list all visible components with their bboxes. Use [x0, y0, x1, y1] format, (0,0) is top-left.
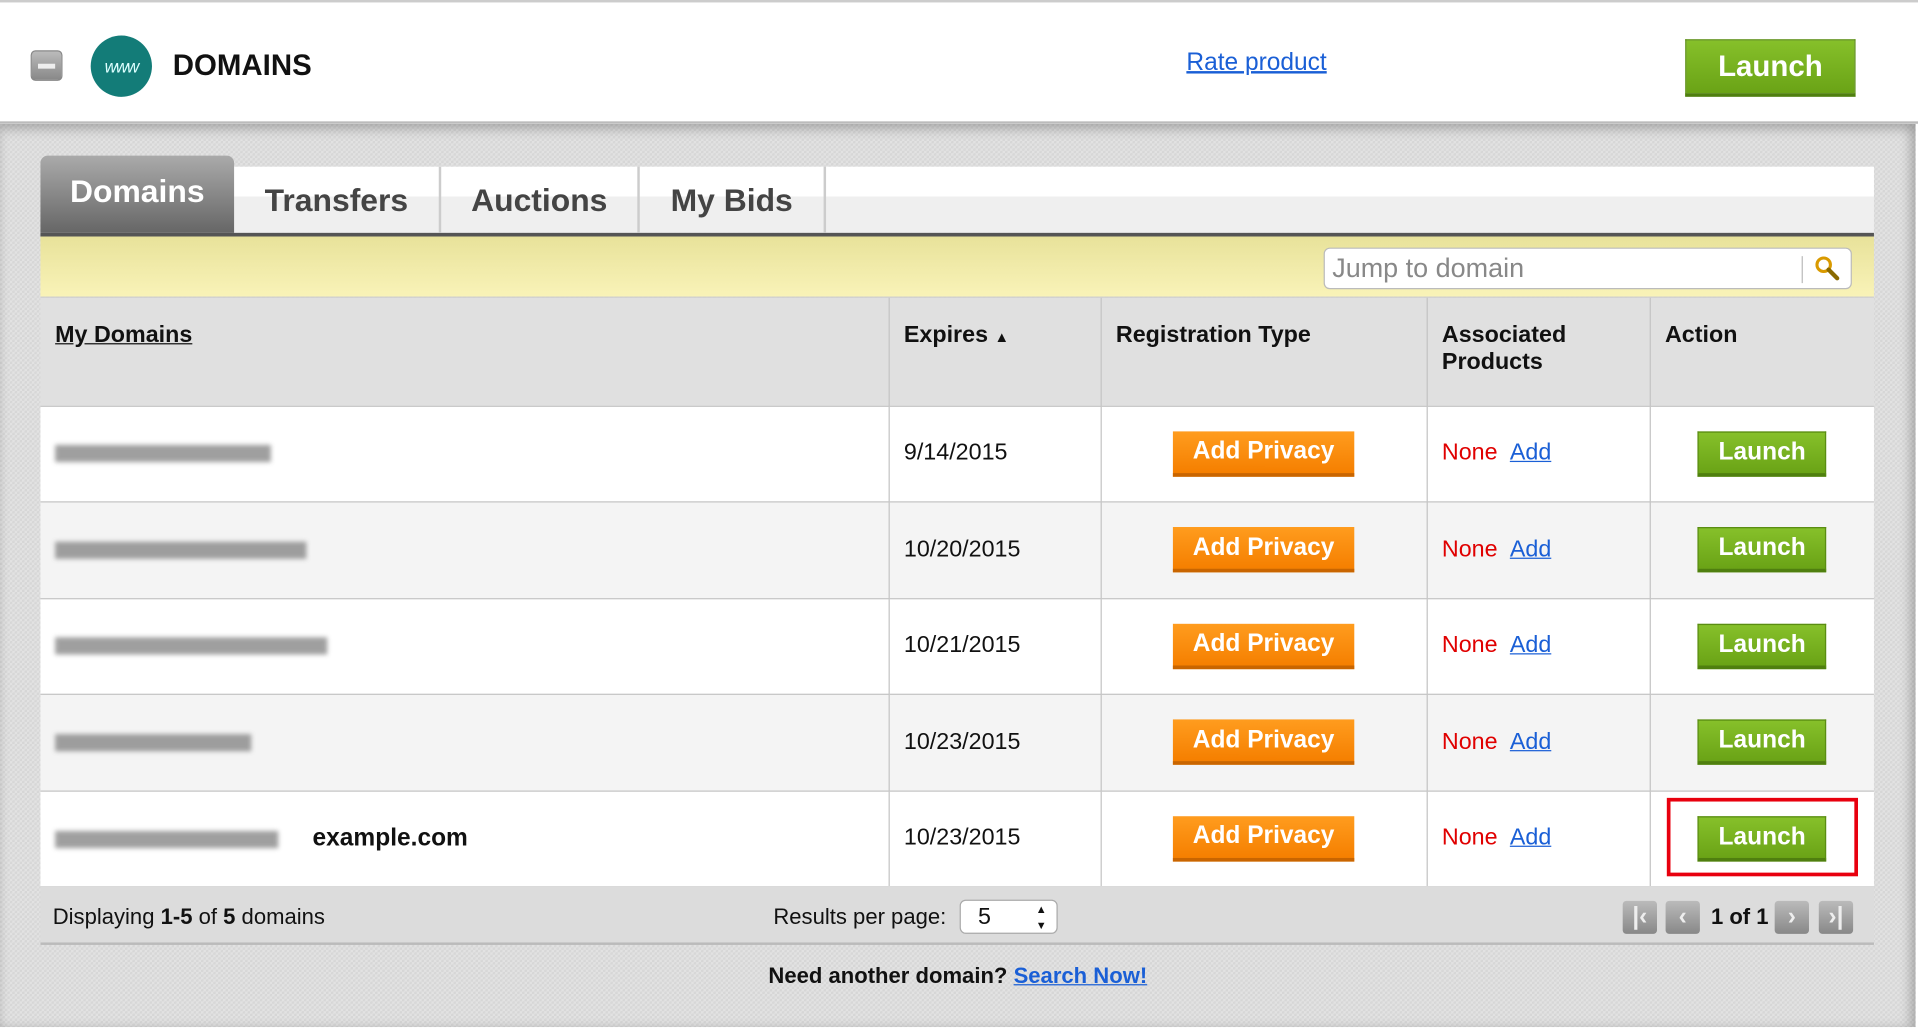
table-row: 10/21/2015 Add Privacy None Add Launch	[40, 598, 1874, 695]
prev-page-icon[interactable]: ‹	[1665, 900, 1700, 934]
launch-button-header[interactable]: Launch	[1685, 39, 1856, 97]
add-product-link[interactable]: Add	[1509, 825, 1552, 851]
col-associated-products: Associated Products	[1426, 297, 1651, 407]
jump-to-domain-search	[1323, 247, 1852, 290]
associated-none: None	[1441, 728, 1498, 755]
expires-cell: 9/14/2015	[888, 405, 1102, 503]
col-expires[interactable]: Expires ▲	[888, 297, 1102, 407]
expires-cell: 10/21/2015	[888, 598, 1102, 695]
table-footer: Displaying 1-5 of 5 domains Results per …	[40, 886, 1874, 945]
search-now-link[interactable]: Search Now!	[1013, 963, 1148, 988]
search-divider	[1801, 256, 1803, 284]
expires-cell: 10/23/2015	[888, 694, 1102, 792]
www-logo-icon: www	[90, 35, 152, 97]
table-row: 10/20/2015 Add Privacy None Add Launch	[40, 501, 1874, 599]
tab-transfers[interactable]: Transfers	[234, 166, 442, 233]
launch-button[interactable]: Launch	[1697, 527, 1827, 573]
last-page-icon[interactable]: ›|	[1818, 900, 1854, 934]
add-privacy-button[interactable]: Add Privacy	[1172, 431, 1355, 477]
results-per-page-label: Results per page:	[773, 904, 947, 930]
add-privacy-button[interactable]: Add Privacy	[1172, 719, 1355, 766]
domain-cell[interactable]	[40, 501, 890, 599]
page-header: www DOMAINS Rate product Launch	[0, 0, 1918, 124]
add-privacy-button[interactable]: Add Privacy	[1172, 527, 1355, 573]
tab-auctions[interactable]: Auctions	[441, 166, 640, 233]
associated-none: None	[1441, 825, 1498, 851]
results-per-page-select[interactable]: 5 ▲ ▼	[959, 899, 1058, 934]
select-arrows-icon: ▲ ▼	[1035, 903, 1047, 932]
tab-bar: Transfers Auctions My Bids	[40, 166, 1874, 237]
first-page-icon[interactable]: |‹	[1622, 900, 1658, 934]
add-product-link[interactable]: Add	[1509, 632, 1552, 659]
associated-none: None	[1441, 536, 1498, 563]
displaying-count: Displaying 1-5 of 5 domains	[52, 904, 325, 930]
launch-button[interactable]: Launch	[1697, 623, 1827, 669]
col-registration-type: Registration Type	[1100, 297, 1428, 407]
add-privacy-button[interactable]: Add Privacy	[1172, 815, 1355, 862]
col-action: Action	[1649, 297, 1874, 407]
domains-table: My Domains Expires ▲ Registration Type A…	[40, 297, 1874, 888]
domain-cell[interactable]	[40, 405, 890, 503]
domain-cell[interactable]: example.com	[40, 790, 890, 888]
associated-none: None	[1441, 440, 1498, 467]
page-indicator: 1 of 1	[1710, 904, 1769, 930]
launch-button[interactable]: Launch	[1697, 719, 1827, 766]
blurred-domain-name	[55, 830, 279, 848]
rate-product-link[interactable]: Rate product	[1186, 49, 1327, 76]
blurred-domain-name	[55, 637, 328, 655]
tab-domains[interactable]: Domains	[40, 155, 235, 233]
associated-none: None	[1441, 632, 1498, 659]
collapse-icon[interactable]	[30, 50, 63, 81]
jump-to-domain-input[interactable]	[1332, 252, 1798, 285]
domain-cell[interactable]	[40, 598, 890, 695]
add-product-link[interactable]: Add	[1509, 728, 1552, 755]
tab-my-bids[interactable]: My Bids	[640, 166, 827, 233]
domain-cell[interactable]	[40, 694, 890, 792]
blurred-domain-name	[55, 541, 307, 559]
table-row: 10/23/2015 Add Privacy None Add Launch	[40, 694, 1874, 792]
page-title: DOMAINS	[172, 49, 312, 83]
col-my-domains[interactable]: My Domains	[40, 297, 890, 407]
add-product-link[interactable]: Add	[1509, 440, 1552, 467]
table-row: 9/14/2015 Add Privacy None Add Launch	[40, 405, 1874, 503]
blurred-domain-name	[55, 445, 271, 463]
sort-asc-icon: ▲	[994, 328, 1010, 346]
launch-button[interactable]: Launch	[1697, 431, 1827, 477]
search-icon[interactable]	[1813, 254, 1842, 283]
next-page-icon[interactable]: ›	[1774, 900, 1809, 934]
domain-annotation: example.com	[312, 824, 468, 852]
need-another-domain: Need another domain? Search Now!	[768, 963, 1148, 988]
blurred-domain-name	[55, 733, 252, 751]
highlight-box	[1666, 797, 1859, 877]
expires-cell: 10/20/2015	[888, 501, 1102, 599]
launch-button[interactable]: Launch	[1697, 815, 1827, 862]
add-privacy-button[interactable]: Add Privacy	[1172, 623, 1355, 669]
table-row: example.com 10/23/2015 Add Privacy None A…	[40, 790, 1874, 888]
expires-cell: 10/23/2015	[888, 790, 1102, 888]
add-product-link[interactable]: Add	[1509, 536, 1552, 563]
